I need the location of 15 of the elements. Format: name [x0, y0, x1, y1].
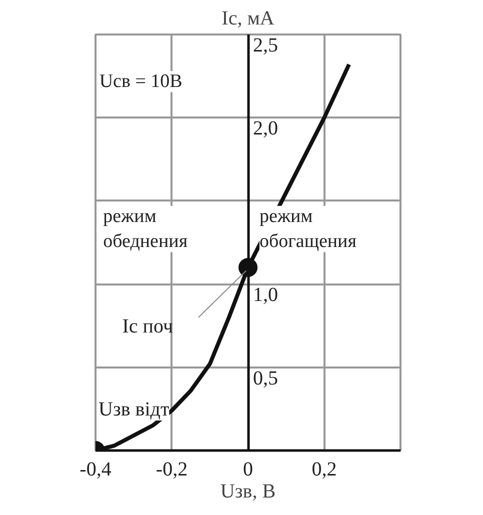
x-tick-label: -0,2 [156, 458, 188, 480]
y-tick-label: 2,5 [253, 34, 278, 56]
x-tick-label: 0,2 [312, 458, 337, 480]
y-axis-title: Ic, мА [222, 8, 275, 30]
y-tick-label: 2,0 [253, 118, 278, 140]
annotation: Uзв відт [98, 398, 170, 420]
y-tick-label: 1,0 [253, 284, 278, 306]
annotation: Ic поч [122, 315, 173, 338]
annotation: режим обеднения [103, 206, 188, 252]
x-axis-title: Uзв, В [220, 480, 276, 502]
y-tick-label: 0,5 [253, 367, 278, 390]
annotation: Ucв = 10В [99, 71, 182, 92]
x-tick-label: 0 [243, 458, 253, 480]
x-tick-label: -0,4 [80, 458, 112, 480]
annotation: режим обогащения [259, 206, 357, 252]
